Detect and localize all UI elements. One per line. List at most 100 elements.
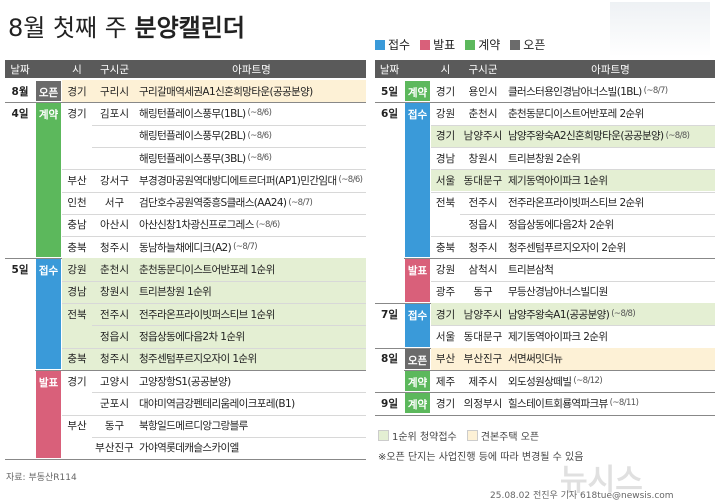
row-divider — [431, 280, 715, 282]
date: 4일 — [11, 107, 29, 120]
disclaimer: ※오픈 단지는 사업진행 등에 따라 변경될 수 있음 — [378, 452, 584, 463]
apartment: 가야역롯데캐슬스카이엘 — [139, 437, 366, 459]
status-badge: 접수 — [405, 103, 430, 258]
apartment-name: 동남하늘채에디크(A2) — [139, 241, 232, 254]
row-divider — [62, 191, 366, 193]
city: 춘천시 — [100, 264, 129, 277]
apartment-note: (~8/6) — [247, 153, 272, 164]
apartment-name: 청주센텀푸르지오자이 2순위 — [508, 241, 626, 254]
city: 전주시 — [100, 308, 129, 321]
column-header: 아파트명 — [137, 60, 366, 78]
title-bold: 분양캘린더 — [134, 14, 245, 42]
row-divider — [62, 169, 366, 171]
row-highlight — [62, 325, 366, 348]
highlight-legend-item: 견본주택 오픈 — [466, 428, 540, 443]
apartment-name: 춘천동문디이스트어반포레 2순위 — [508, 107, 644, 120]
city: 고양시 — [100, 375, 129, 388]
row-divider — [62, 347, 366, 349]
province: 강원 — [435, 107, 456, 120]
city: 전주시 — [468, 197, 498, 210]
row-highlight — [431, 169, 715, 192]
legend-item: 오픈 — [510, 36, 545, 53]
apartment: 청주센텀푸르지오자이 2순위 — [508, 236, 715, 258]
date: 8월 — [11, 85, 29, 98]
date: 5일 — [11, 264, 29, 277]
apartment-name: 제기동역아이파크 2순위 — [508, 330, 608, 343]
province: 제주 — [435, 375, 456, 388]
legend-label: 계약 — [478, 38, 501, 52]
city: 삼척시 — [468, 264, 498, 277]
building-decor — [610, 2, 710, 57]
city: 동구 — [104, 420, 125, 433]
apartment: 검단호수공원역중흥S클래스(AA24) (~8/7) — [139, 192, 366, 214]
province: 서울 — [435, 330, 456, 343]
city: 동대문구 — [463, 174, 503, 187]
apartment: 트리븐창원 2순위 — [508, 147, 715, 169]
province: 경기 — [67, 375, 87, 388]
province: 서울 — [435, 174, 456, 187]
city: 동대문구 — [463, 330, 503, 343]
column-header: 시 — [431, 60, 460, 78]
column-header: 날짜 — [5, 60, 35, 78]
province: 경기 — [67, 85, 87, 98]
apartment-name: 고양장항S1(공공분양) — [139, 375, 231, 388]
province: 광주 — [435, 286, 456, 299]
apartment: 남양주왕숙A2신혼희망타운(공공분양) (~8/8) — [508, 125, 715, 147]
city: 청주시 — [100, 353, 129, 366]
legend-swatch — [510, 39, 521, 50]
row-divider — [431, 169, 715, 171]
apartment-name: 정읍상동에다음2차 1순위 — [139, 330, 245, 343]
column-header: 날짜 — [375, 60, 404, 78]
legend-item: 접수 — [375, 36, 410, 53]
status-badge: 발표 — [36, 370, 61, 459]
apartment: 트리븐삼척 — [508, 258, 715, 280]
apartment: 정읍상동에다음2차 1순위 — [139, 325, 366, 347]
title: 8월 첫째 주 분양캘린더 — [8, 8, 245, 43]
apartment-name: 힐스테이트회룡역파크뷰 — [508, 397, 608, 410]
apartment-name: 무등산경남아너스빌디원 — [508, 286, 608, 299]
legend-swatch — [465, 39, 476, 50]
apartment-name: 춘천동문디이스트어반포레 1순위 — [139, 264, 275, 277]
province: 경남 — [67, 286, 87, 299]
city: 의정부시 — [463, 397, 503, 410]
block-divider — [375, 102, 715, 104]
province: 인천 — [67, 197, 87, 210]
row-divider — [92, 146, 366, 148]
row-divider — [431, 146, 715, 148]
apartment-name: 아산신창1차광신프로그레스 — [139, 219, 254, 232]
apartment-note: (~8/6) — [247, 108, 272, 119]
block-divider — [35, 369, 366, 371]
block-divider — [375, 392, 715, 394]
row-highlight — [431, 124, 715, 147]
province: 전북 — [67, 308, 87, 321]
apartment: 전주라온프라이빗퍼스티브 1순위 — [139, 303, 366, 325]
date: 7일 — [381, 308, 398, 321]
status-badge: 접수 — [405, 304, 430, 347]
city: 정읍시 — [100, 330, 129, 343]
apartment: 제기동역아이파크 2순위 — [508, 325, 715, 347]
apartment: 전주라온프라이빗퍼스티브 2순위 — [508, 192, 715, 214]
column-header: 구시군 — [460, 60, 506, 78]
legend-label: 오픈 — [523, 38, 546, 52]
legend-label: 견본주택 오픈 — [480, 432, 540, 443]
apartment-name: 트리븐삼척 — [508, 264, 554, 277]
city: 제주시 — [468, 375, 498, 388]
row-highlight — [62, 258, 366, 281]
block-divider — [5, 102, 366, 104]
province: 충남 — [67, 219, 87, 232]
status-badge: 계약 — [405, 370, 430, 392]
legend-swatch — [375, 39, 385, 50]
row-highlight — [62, 347, 366, 370]
legend-swatch — [420, 39, 431, 50]
row-divider — [92, 124, 366, 126]
apartment: 대야미역금강펜테리움레이크포레(B1) — [139, 392, 366, 414]
province: 경기 — [435, 397, 456, 410]
apartment-name: 가야역롯데캐슬스카이엘 — [139, 442, 239, 455]
legend-label: 1순위 청약접수 — [392, 432, 457, 443]
city: 부산진구 — [95, 442, 134, 455]
row-highlight — [62, 303, 366, 326]
city: 김포시 — [100, 107, 129, 120]
city: 남양주시 — [463, 130, 503, 143]
city: 정읍시 — [468, 219, 498, 232]
